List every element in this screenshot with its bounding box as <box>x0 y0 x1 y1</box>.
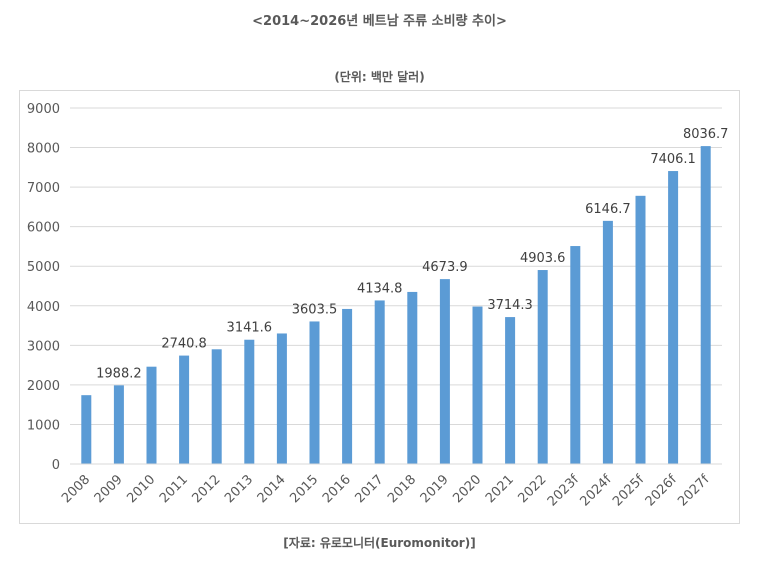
chart-title: <2014~2026년 베트남 주류 소비량 추이> <box>252 14 507 29</box>
data-label: 8036.7 <box>683 127 729 142</box>
data-label: 6146.7 <box>585 202 631 217</box>
bar <box>309 321 320 464</box>
data-label: 4903.6 <box>520 251 566 266</box>
data-label: 7406.1 <box>650 152 696 167</box>
data-label: 3603.5 <box>292 302 338 317</box>
data-label: 2740.8 <box>161 337 207 352</box>
bar <box>505 317 516 464</box>
bar <box>439 279 450 464</box>
data-label: 4134.8 <box>357 281 403 296</box>
bar <box>602 220 613 464</box>
y-tick-label: 8000 <box>27 142 60 157</box>
y-tick-label: 2000 <box>27 379 60 394</box>
bar <box>342 308 353 464</box>
chart-frame <box>19 90 740 524</box>
y-tick-label: 1000 <box>27 418 60 433</box>
x-tick-label: 2010 <box>124 472 158 506</box>
data-label: 3714.3 <box>487 298 533 313</box>
x-tick-label: 2025f <box>610 472 648 510</box>
x-tick-label: 2020 <box>450 472 484 506</box>
y-tick-label: 6000 <box>27 221 60 236</box>
bar <box>700 146 711 464</box>
bar <box>407 291 418 464</box>
bar <box>113 385 124 464</box>
data-label: 1988.2 <box>96 366 142 381</box>
y-tick-label: 9000 <box>27 102 60 117</box>
x-tick-label: 2015 <box>287 472 321 506</box>
y-tick-label: 5000 <box>27 260 60 275</box>
x-tick-label: 2021 <box>483 472 517 506</box>
bar <box>570 246 581 464</box>
bar <box>374 300 385 464</box>
data-label: 4673.9 <box>422 260 468 275</box>
bar <box>537 270 548 464</box>
source-note: [자료: 유로모니터(Euromonitor)] <box>283 536 476 550</box>
bar <box>81 395 92 464</box>
x-tick-label: 2013 <box>222 472 256 506</box>
bar <box>211 349 222 464</box>
x-tick-label: 2016 <box>320 472 354 506</box>
y-tick-label: 7000 <box>27 181 60 196</box>
x-tick-label: 2011 <box>157 472 191 506</box>
x-tick-label: 2024f <box>577 472 615 510</box>
bar <box>146 366 157 464</box>
x-tick-label: 2017 <box>353 472 387 506</box>
y-tick-label: 4000 <box>27 300 60 315</box>
data-label: 3141.6 <box>227 321 273 336</box>
x-tick-label: 2008 <box>59 472 93 506</box>
bar <box>635 195 646 464</box>
bar <box>244 339 255 464</box>
x-tick-label: 2014 <box>255 472 289 506</box>
bar <box>179 355 190 464</box>
bar <box>276 333 287 464</box>
x-tick-label: 2009 <box>92 472 126 506</box>
x-tick-label: 2012 <box>190 472 224 506</box>
x-tick-label: 2022 <box>516 472 550 506</box>
x-tick-label: 2027f <box>675 472 713 510</box>
x-tick-label: 2026f <box>643 472 681 510</box>
x-tick-label: 2018 <box>385 472 419 506</box>
y-tick-label: 3000 <box>27 339 60 354</box>
chart-unit-subtitle: (단위: 백만 달러) <box>334 70 425 84</box>
x-tick-label: 2023f <box>545 472 583 510</box>
bar <box>472 306 483 464</box>
x-tick-label: 2019 <box>418 472 452 506</box>
bar <box>668 171 679 464</box>
y-tick-label: 0 <box>52 458 60 473</box>
